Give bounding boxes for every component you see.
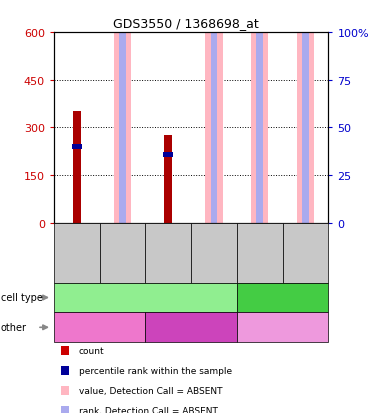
Text: GSM303376: GSM303376 xyxy=(301,230,310,276)
Bar xyxy=(163,152,173,157)
Bar xyxy=(302,0,309,223)
Text: GSM303375: GSM303375 xyxy=(255,230,264,276)
Bar xyxy=(119,0,126,223)
Text: clone 1: clone 1 xyxy=(82,323,117,332)
Bar xyxy=(211,0,217,223)
Text: GSM303374: GSM303374 xyxy=(210,230,219,276)
Text: count: count xyxy=(79,347,104,356)
Text: value, Detection Call = ABSENT: value, Detection Call = ABSENT xyxy=(79,386,222,395)
Text: cell type: cell type xyxy=(1,293,43,303)
Text: other: other xyxy=(1,323,27,332)
Text: GSM303373: GSM303373 xyxy=(164,230,173,276)
Bar xyxy=(72,145,82,150)
Bar xyxy=(73,112,81,223)
Bar xyxy=(297,0,314,223)
Text: percentile rank within the sample: percentile rank within the sample xyxy=(79,366,232,375)
Bar xyxy=(251,0,268,223)
Text: GDS3550 / 1368698_at: GDS3550 / 1368698_at xyxy=(113,17,258,29)
Text: parental cell: parental cell xyxy=(252,323,313,332)
Bar xyxy=(164,136,172,223)
Text: rank, Detection Call = ABSENT: rank, Detection Call = ABSENT xyxy=(79,406,217,413)
Bar xyxy=(114,0,131,223)
Bar xyxy=(256,0,263,223)
Text: GSM303372: GSM303372 xyxy=(118,230,127,276)
Bar xyxy=(205,0,223,223)
Text: clone 2: clone 2 xyxy=(173,323,209,332)
Text: control: control xyxy=(266,293,299,303)
Text: GSM303371: GSM303371 xyxy=(72,230,81,276)
Text: GLI1 transformed: GLI1 transformed xyxy=(103,293,188,303)
